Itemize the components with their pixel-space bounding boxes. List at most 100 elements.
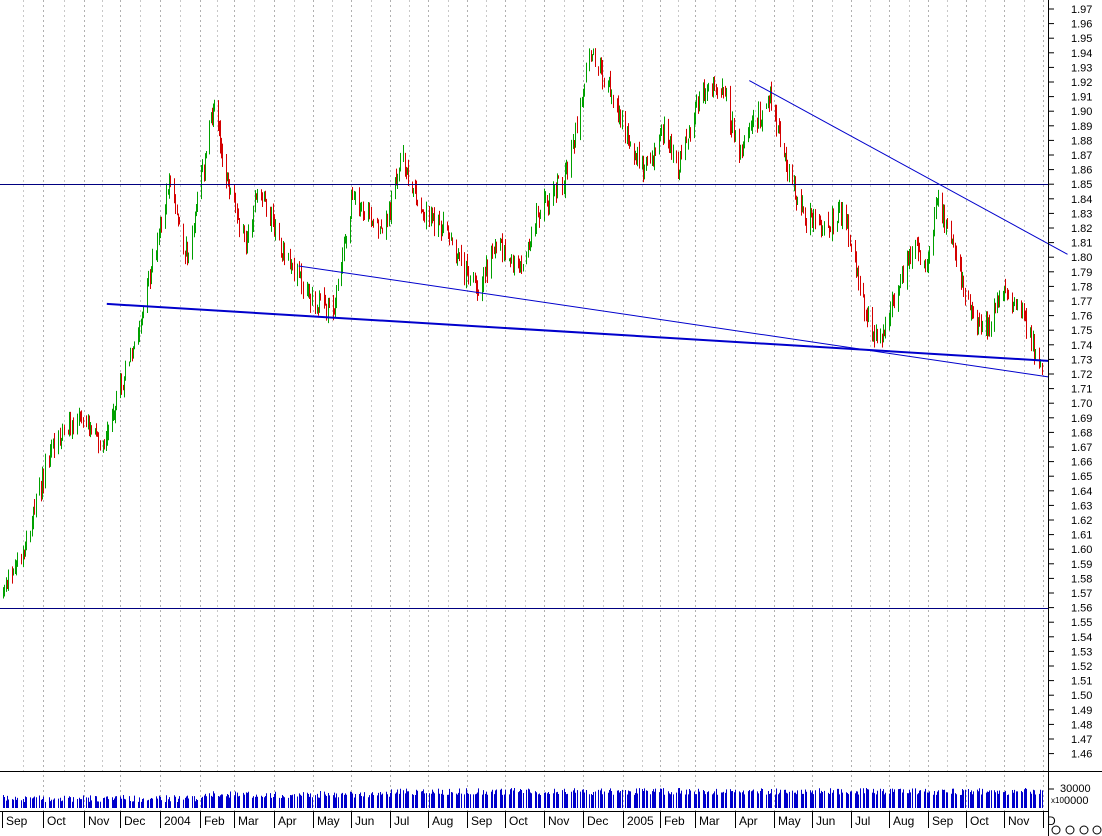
x-tick-label: Feb: [664, 814, 685, 828]
y-tick-label: 1.88: [1071, 135, 1092, 147]
y-tick-label: 1.82: [1071, 223, 1092, 235]
x-tick-label: Dec: [124, 814, 145, 828]
x-tick-label: Aug: [893, 814, 914, 828]
x-tick-label: Jul: [855, 814, 870, 828]
x-tick-label: May: [317, 814, 340, 828]
trendline[interactable]: [106, 302, 1049, 362]
y-tick-label: 1.47: [1071, 734, 1092, 746]
scroll-left-icon[interactable]: [1051, 825, 1061, 835]
x-tick-label: May: [778, 814, 801, 828]
y-tick-label: 1.89: [1071, 121, 1092, 133]
y-tick-label: 1.90: [1071, 106, 1092, 118]
volume-axis: 30000 x10 0000: [1048, 783, 1091, 807]
y-tick-label: 1.61: [1071, 530, 1092, 542]
y-tick-label: 1.69: [1071, 413, 1092, 425]
y-tick-label: 1.62: [1071, 515, 1092, 527]
trendline[interactable]: [749, 80, 1068, 255]
x-tick-label: Jul: [394, 814, 409, 828]
x-tick-label: Oct: [509, 814, 528, 828]
y-tick-label: 1.79: [1071, 267, 1092, 279]
y-tick-label: 1.55: [1071, 617, 1092, 629]
time-axis-ticks: Sep Oct Nov Dec 2004 Feb Mar Apr May Jun Jul Aug Sep…: [2, 811, 1056, 828]
x-tick-label: 2005: [627, 814, 654, 828]
x-tick-label: Aug: [432, 814, 453, 828]
x-tick-label: Nov: [88, 814, 109, 828]
y-tick-label: 1.67: [1071, 442, 1092, 454]
x-tick-label: Sep: [932, 814, 954, 828]
x-tick-label: Jun: [355, 814, 374, 828]
vertical-gridlines: [23, 0, 1044, 811]
y-tick-label: 1.52: [1071, 661, 1092, 673]
x-tick-label: Nov: [1008, 814, 1029, 828]
x-tick-label: 2004: [164, 814, 191, 828]
x-tick-label: Apr: [739, 814, 758, 828]
y-tick-label: 1.58: [1071, 573, 1092, 585]
y-tick-label: 1.56: [1071, 603, 1092, 615]
y-tick-label: 1.81: [1071, 238, 1092, 250]
y-tick-label: 1.60: [1071, 544, 1092, 556]
y-tick-label: 1.70: [1071, 398, 1092, 410]
y-tick-label: 1.95: [1071, 33, 1092, 45]
y-tick-label: 1.91: [1071, 92, 1092, 104]
y-tick-label: 1.85: [1071, 179, 1092, 191]
x-tick-label: Dec: [587, 814, 608, 828]
y-tick-label: 1.65: [1071, 471, 1092, 483]
y-tick-label: 1.97: [1071, 4, 1092, 16]
y-tick-label: 1.86: [1071, 165, 1092, 177]
x-tick-label: Sep: [471, 814, 493, 828]
volume-panel: [3, 788, 1043, 808]
price-candles: [3, 48, 1043, 599]
y-tick-label: 1.77: [1071, 296, 1092, 308]
volume-tick2-label: 0000: [1064, 795, 1088, 807]
y-tick-label: 1.72: [1071, 369, 1092, 381]
y-tick-label: 1.93: [1071, 62, 1092, 74]
y-tick-label: 1.96: [1071, 19, 1092, 31]
x-tick-label: Feb: [204, 814, 225, 828]
y-tick-label: 1.53: [1071, 646, 1092, 658]
volume-multiplier-label: x10: [1051, 796, 1064, 805]
price-axis-ticks: 1.46 1.47 1.48 1.49 1.50 1.51 1.52 1.53 1.54 1.55…: [1048, 4, 1092, 761]
y-tick-label: 1.84: [1071, 194, 1092, 206]
y-tick-label: 1.46: [1071, 749, 1092, 761]
x-tick-label: Oct: [970, 814, 989, 828]
y-tick-label: 1.74: [1071, 340, 1092, 352]
y-tick-label: 1.78: [1071, 281, 1092, 293]
x-tick-label: Jun: [816, 814, 835, 828]
y-tick-label: 1.48: [1071, 719, 1092, 731]
x-tick-label: Apr: [278, 814, 297, 828]
y-tick-label: 1.54: [1071, 632, 1092, 644]
y-tick-label: 1.92: [1071, 77, 1092, 89]
x-tick-label: D: [1047, 814, 1056, 828]
y-tick-label: 1.57: [1071, 588, 1092, 600]
y-tick-label: 1.51: [1071, 676, 1092, 688]
y-tick-label: 1.66: [1071, 457, 1092, 469]
y-tick-label: 1.50: [1071, 690, 1092, 702]
zoom-in-icon[interactable]: [1092, 825, 1102, 835]
x-tick-label: Mar: [699, 814, 720, 828]
y-tick-label: 1.76: [1071, 311, 1092, 323]
trendline[interactable]: [298, 265, 1049, 378]
y-tick-label: 1.94: [1071, 48, 1092, 60]
y-tick-label: 1.49: [1071, 705, 1092, 717]
y-tick-label: 1.71: [1071, 384, 1092, 396]
y-tick-label: 1.83: [1071, 208, 1092, 220]
zoom-out-icon[interactable]: [1079, 825, 1089, 835]
x-tick-label: Mar: [238, 814, 259, 828]
y-tick-label: 1.64: [1071, 486, 1092, 498]
y-tick-label: 1.63: [1071, 500, 1092, 512]
y-tick-label: 1.75: [1071, 325, 1092, 337]
y-tick-label: 1.80: [1071, 252, 1092, 264]
y-tick-label: 1.68: [1071, 427, 1092, 439]
y-tick-label: 1.87: [1071, 150, 1092, 162]
volume-tick-label: 30000: [1060, 783, 1091, 795]
scroll-controls[interactable]: [1051, 825, 1102, 835]
scroll-right-icon[interactable]: [1065, 825, 1075, 835]
y-tick-label: 1.73: [1071, 354, 1092, 366]
reference-lines: [0, 80, 1068, 609]
x-tick-label: Nov: [548, 814, 569, 828]
x-tick-label: Sep: [6, 814, 28, 828]
x-tick-label: Oct: [47, 814, 66, 828]
y-tick-label: 1.59: [1071, 559, 1092, 571]
